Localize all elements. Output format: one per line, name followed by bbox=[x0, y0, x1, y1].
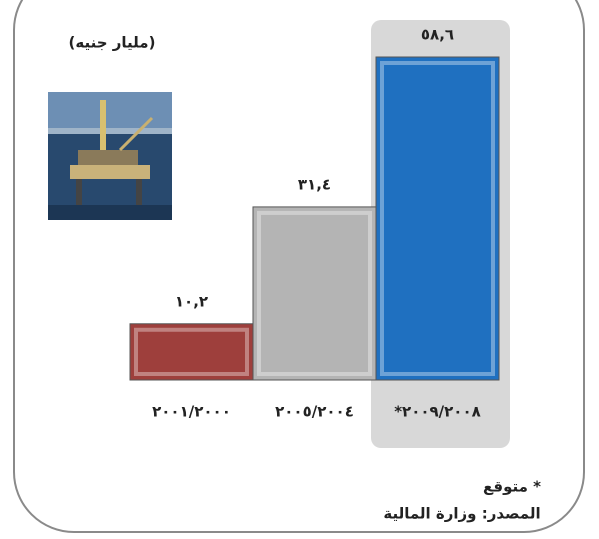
unit-label: (مليار جنيه) bbox=[69, 34, 156, 52]
value-label: ٥٨,٦ bbox=[421, 26, 454, 44]
bar bbox=[252, 206, 377, 381]
x-tick-label: ٢٠٠٥/٢٠٠٤ bbox=[275, 403, 354, 421]
bar-bevel bbox=[380, 61, 495, 376]
source: المصدر: وزارة المالية bbox=[383, 505, 540, 523]
x-tick-label: ٢٠٠١/٢٠٠٠ bbox=[152, 403, 231, 421]
bar bbox=[375, 56, 500, 381]
value-label: ٣١,٤ bbox=[298, 175, 331, 193]
bar bbox=[129, 323, 254, 381]
x-tick-label: *٢٠٠٩/٢٠٠٨ bbox=[394, 403, 481, 421]
value-label: ١٠,٢ bbox=[175, 292, 208, 310]
bar-bevel bbox=[134, 327, 249, 377]
footnote: * متوقع bbox=[483, 478, 541, 496]
bar-bevel bbox=[257, 210, 372, 376]
oil-rig-photo bbox=[48, 92, 172, 220]
